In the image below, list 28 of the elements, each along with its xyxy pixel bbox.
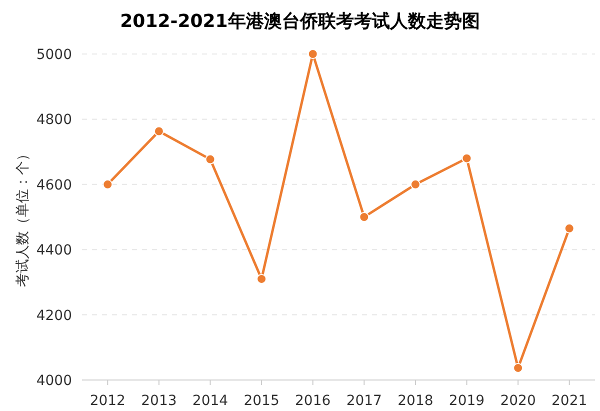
x-tick-label: 2012: [90, 393, 126, 409]
point: [359, 212, 370, 222]
x-tick-label: 2013: [141, 393, 177, 409]
y-tick-label: 4200: [36, 308, 72, 324]
y-axis-title: 考试人数（单位：个）: [15, 147, 31, 287]
x-tick-label: 2014: [192, 393, 228, 409]
x-tick-label: 2020: [500, 393, 536, 409]
point: [102, 179, 113, 190]
x-tick-label: 2021: [552, 393, 588, 409]
point: [308, 49, 318, 59]
point: [410, 179, 420, 190]
y-tick-label: 4800: [36, 112, 72, 128]
x-tick-label: 2018: [398, 393, 434, 409]
y-tick-label: 5000: [36, 47, 72, 63]
point: [513, 362, 524, 373]
point: [154, 126, 164, 136]
y-tick-label: 4000: [36, 373, 72, 389]
x-tick-label: 2019: [448, 393, 485, 409]
x-tick-label: 2015: [244, 393, 280, 409]
point: [205, 154, 216, 164]
y-tick-label: 4600: [36, 177, 72, 194]
point: [564, 223, 574, 234]
point: [462, 153, 472, 164]
x-tick-label: 2016: [295, 393, 331, 409]
chart-title: 2012-2021年港澳台侨联考考试人数走势图: [120, 11, 480, 32]
y-tick-label: 4400: [36, 242, 72, 259]
point: [256, 274, 267, 284]
x-tick-label: 2017: [346, 393, 382, 409]
